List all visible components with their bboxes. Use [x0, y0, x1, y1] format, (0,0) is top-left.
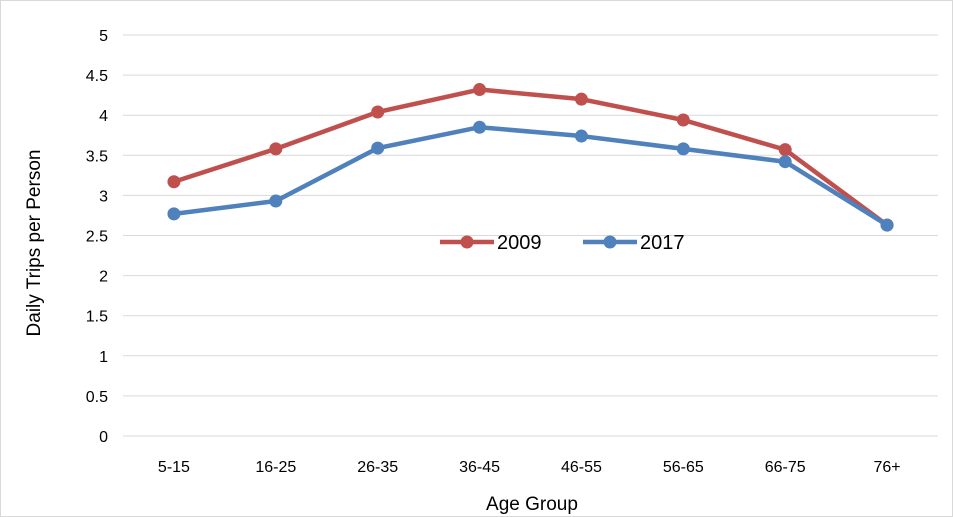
- series-line: [171, 87, 890, 228]
- legend-label: 2009: [497, 232, 542, 254]
- y-tick-label: 5: [99, 28, 108, 45]
- y-axis-title: Daily Trips per Person: [24, 150, 45, 337]
- x-tick-label: 66-75: [765, 459, 806, 476]
- y-tick-label: 1: [99, 349, 108, 366]
- data-point: [676, 113, 690, 127]
- data-point: [778, 143, 792, 157]
- legend-marker: [460, 235, 474, 249]
- data-point: [778, 155, 792, 169]
- data-point: [574, 129, 588, 143]
- series-2017: [167, 120, 894, 232]
- y-tick-label: 1.5: [86, 309, 108, 326]
- legend-item-2009: 2009: [440, 232, 542, 254]
- y-tick-label: 4.5: [86, 68, 108, 85]
- y-tick-label: 0: [99, 429, 108, 446]
- data-point: [473, 83, 487, 97]
- data-point: [880, 218, 894, 232]
- x-tick-label: 36-45: [459, 459, 500, 476]
- y-axis: 0 0.5 1 1.5 2 2.5 3 3.5 4 4.5 5: [86, 28, 108, 446]
- x-tick-label: 5-15: [158, 459, 190, 476]
- y-tick-label: 2.5: [86, 229, 108, 246]
- y-tick-label: 2: [99, 269, 108, 286]
- data-point: [269, 194, 283, 208]
- data-point: [371, 105, 385, 119]
- y-tick-label: 0.5: [86, 389, 108, 406]
- x-axis: 5-15 16-25 26-35 36-45 46-55 56-65 66-75 76+: [158, 459, 901, 476]
- data-point: [473, 120, 487, 134]
- series-group: [167, 83, 894, 232]
- legend-marker: [603, 235, 617, 249]
- x-tick-label: 76+: [873, 459, 900, 476]
- data-point: [167, 175, 181, 189]
- data-point: [676, 142, 690, 156]
- legend: 2009 2017: [440, 232, 685, 254]
- data-point: [167, 207, 181, 221]
- series-line: [171, 124, 890, 228]
- y-tick-label: 4: [99, 108, 108, 125]
- gridlines: [123, 34, 938, 437]
- x-tick-label: 26-35: [357, 459, 398, 476]
- series-2009: [167, 83, 894, 232]
- legend-item-2017: 2017: [583, 232, 685, 254]
- y-tick-label: 3: [99, 188, 108, 205]
- x-tick-label: 56-65: [663, 459, 704, 476]
- x-tick-label: 46-55: [561, 459, 602, 476]
- data-point: [269, 142, 283, 156]
- data-point: [371, 141, 385, 155]
- x-tick-label: 16-25: [255, 459, 296, 476]
- x-axis-title: Age Group: [486, 494, 578, 515]
- data-point: [574, 92, 588, 106]
- y-tick-label: 3.5: [86, 148, 108, 165]
- legend-label: 2017: [640, 232, 685, 254]
